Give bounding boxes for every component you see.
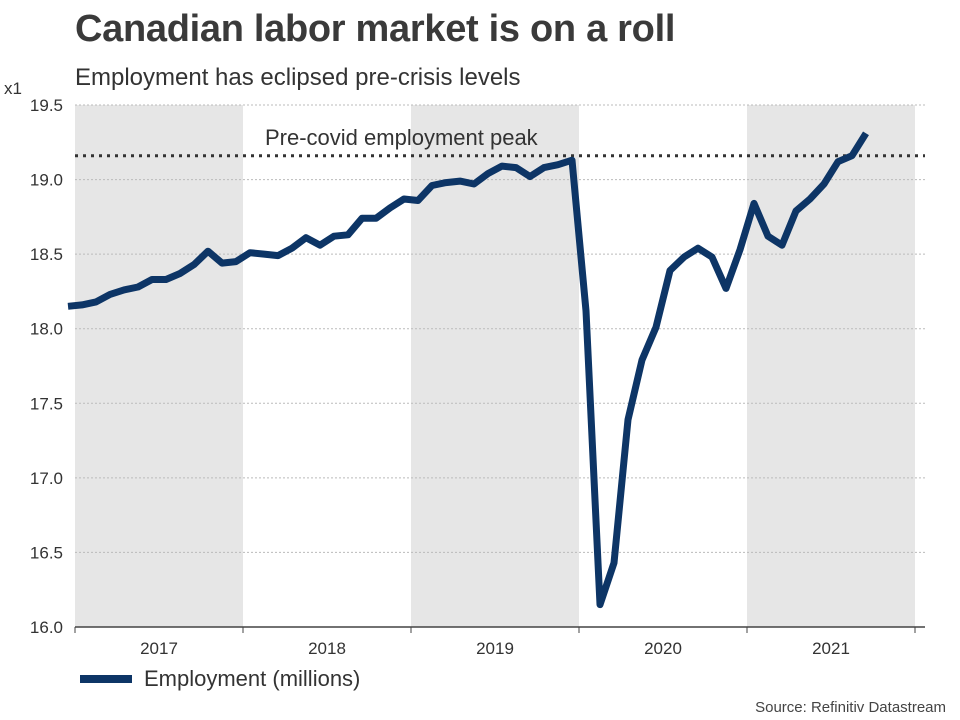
year-band-2019 <box>411 105 579 627</box>
y-unit-label: x1 <box>4 79 22 98</box>
series-line-employment <box>67 131 869 609</box>
reference-line-label: Pre-covid employment peak <box>265 125 539 150</box>
chart-title: Canadian labor market is on a roll <box>75 8 676 50</box>
y-tick-label-16.5: 16.5 <box>30 543 63 562</box>
x-tick-label-2019: 2019 <box>476 639 514 658</box>
y-tick-label-17.0: 17.0 <box>30 469 63 488</box>
y-tick-label-19.0: 19.0 <box>30 171 63 190</box>
y-tick-label-19.5: 19.5 <box>30 96 63 115</box>
legend: Employment (millions) <box>80 666 360 692</box>
y-tick-label-18.0: 18.0 <box>30 320 63 339</box>
chart-subtitle: Employment has eclipsed pre-crisis level… <box>75 64 521 91</box>
x-tick-label-2021: 2021 <box>812 639 850 658</box>
x-tick-label-2020: 2020 <box>644 639 682 658</box>
y-tick-label-18.5: 18.5 <box>30 245 63 264</box>
x-tick-label-2018: 2018 <box>308 639 346 658</box>
y-tick-label-17.5: 17.5 <box>30 394 63 413</box>
x-tick-label-2017: 2017 <box>140 639 178 658</box>
y-tick-label-16.0: 16.0 <box>30 618 63 637</box>
source-note: Source: Refinitiv Datastream <box>755 699 946 716</box>
legend-label-employment: Employment (millions) <box>144 666 361 691</box>
year-band-2021 <box>747 105 915 627</box>
legend-swatch <box>80 675 132 683</box>
year-band-2017 <box>75 105 243 627</box>
